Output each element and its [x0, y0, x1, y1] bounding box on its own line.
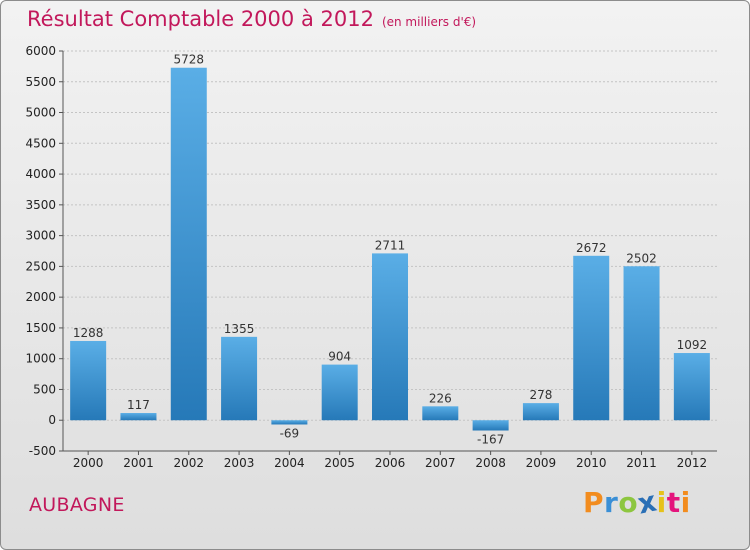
y-tick-label: 4500 [25, 136, 56, 150]
value-label-2012: 1092 [677, 338, 708, 352]
y-tick-label: 0 [48, 413, 56, 427]
bar-chart: -500 0 500 1000 1500 2000 2500 3000 3500 4000 4500… [1, 1, 750, 550]
x-tick-label-2007: 2007 [425, 456, 456, 470]
x-tick-label-2010: 2010 [576, 456, 607, 470]
x-tick-label-2012: 2012 [677, 456, 708, 470]
bar-2003 [221, 337, 257, 420]
y-tick-label: 500 [33, 382, 56, 396]
bar-2004 [271, 420, 307, 424]
y-tick-label: 5500 [25, 75, 56, 89]
value-label-2008: -167 [477, 433, 504, 447]
x-tick-label-2004: 2004 [274, 456, 305, 470]
x-tick-label-2006: 2006 [375, 456, 406, 470]
value-label-2006: 2711 [375, 238, 406, 252]
bar-2010 [573, 256, 609, 420]
y-tick-label: -500 [29, 444, 56, 458]
x-tick-label-2003: 2003 [224, 456, 255, 470]
value-label-2005: 904 [328, 350, 351, 364]
y-tick-label: 2000 [25, 290, 56, 304]
y-tick-label: 6000 [25, 44, 56, 58]
bar-2005 [322, 365, 358, 421]
value-label-2003: 1355 [224, 322, 255, 336]
y-tick-label: 4000 [25, 167, 56, 181]
logo-letter: t [667, 486, 681, 519]
value-label-2004: -69 [280, 426, 300, 440]
bar-2008 [473, 420, 509, 430]
chart-frame: Résultat Comptable 2000 à 2012 (en millie… [0, 0, 750, 550]
value-label-2001: 117 [127, 398, 150, 412]
bar-2007 [422, 406, 458, 420]
x-tick-label-2001: 2001 [123, 456, 154, 470]
bar-2012 [674, 353, 710, 420]
x-tick-label-2002: 2002 [173, 456, 204, 470]
y-tick-label: 3500 [25, 198, 56, 212]
y-tick-label: 1000 [25, 352, 56, 366]
x-tick-label-2008: 2008 [475, 456, 506, 470]
x-tick-label-2000: 2000 [73, 456, 104, 470]
bar-2001 [120, 413, 156, 420]
x-tick-label-2011: 2011 [626, 456, 657, 470]
value-label-2011: 2502 [626, 251, 657, 265]
value-label-2007: 226 [429, 391, 452, 405]
bar-2009 [523, 403, 559, 420]
value-label-2010: 2672 [576, 241, 607, 255]
x-tick-label-2009: 2009 [526, 456, 557, 470]
y-tick-label: 2500 [25, 259, 56, 273]
bar-2006 [372, 253, 408, 420]
logo-letter: i [681, 486, 691, 519]
y-tick-label: 3000 [25, 229, 56, 243]
value-label-2002: 5728 [173, 53, 204, 67]
bar-2000 [70, 341, 106, 420]
bar-2002 [171, 68, 207, 420]
value-label-2000: 1288 [73, 326, 104, 340]
bar-2011 [624, 266, 660, 420]
y-tick-label: 5000 [25, 106, 56, 120]
y-tick-label: 1500 [25, 321, 56, 335]
proxiti-logo: Proxiti [583, 486, 691, 519]
value-label-2009: 278 [529, 388, 552, 402]
x-tick-label-2005: 2005 [324, 456, 355, 470]
logo-letter: r [604, 486, 618, 519]
logo-letter: P [583, 486, 604, 519]
location-name: AUBAGNE [29, 494, 125, 516]
